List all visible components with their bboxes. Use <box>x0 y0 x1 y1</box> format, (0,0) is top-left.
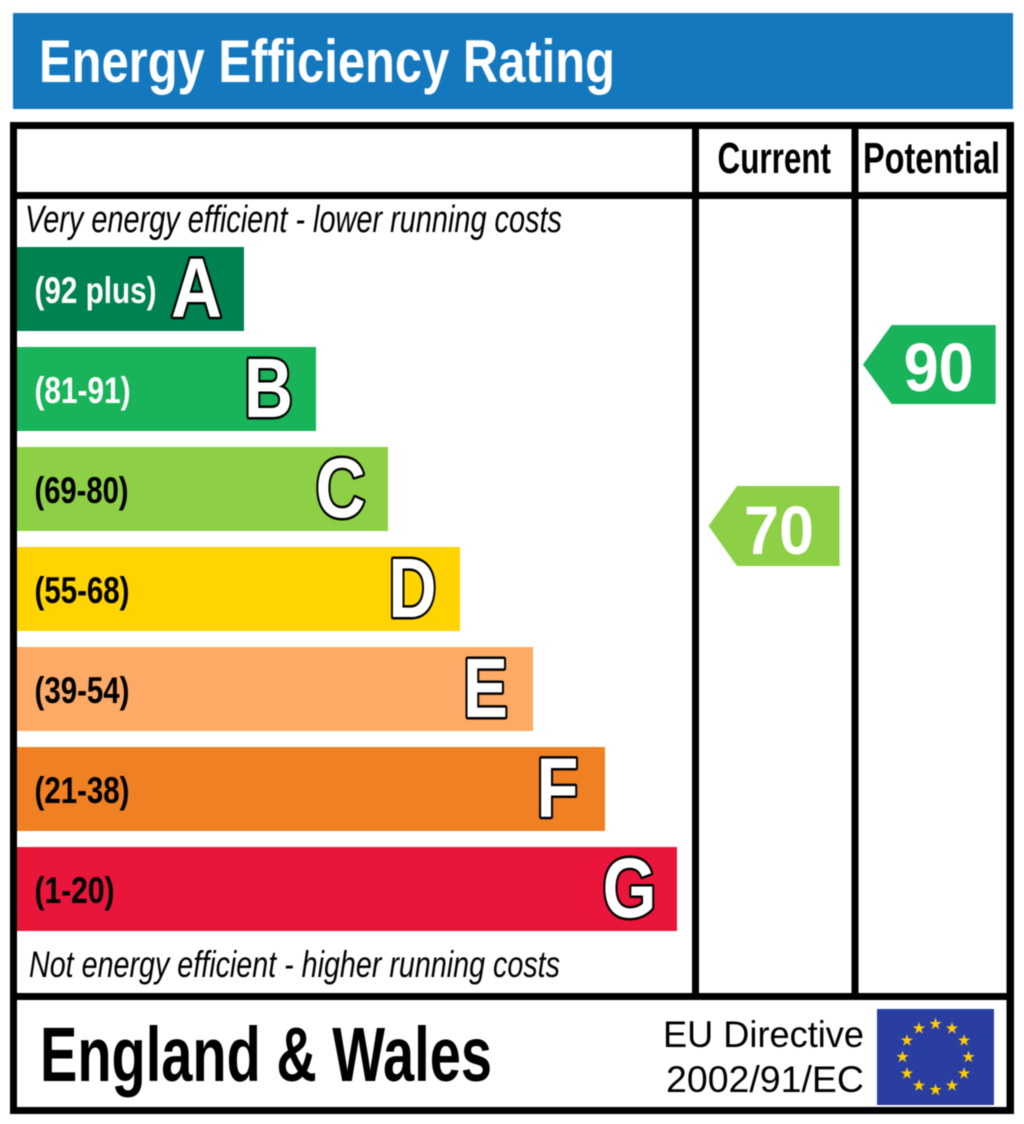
svg-text:Potential: Potential <box>863 135 1000 183</box>
svg-text:EU Directive: EU Directive <box>663 1014 864 1055</box>
svg-text:E: E <box>463 641 508 735</box>
svg-text:90: 90 <box>904 329 974 406</box>
svg-text:70: 70 <box>744 492 814 569</box>
svg-text:(81-91): (81-91) <box>35 370 131 411</box>
svg-text:B: B <box>244 341 293 435</box>
svg-text:England & Wales: England & Wales <box>40 1012 492 1098</box>
svg-text:(69-80): (69-80) <box>35 470 129 511</box>
svg-text:Energy Efficiency Rating: Energy Efficiency Rating <box>39 28 615 95</box>
svg-text:(1-20): (1-20) <box>35 870 115 911</box>
svg-text:Not energy efficient - higher: Not energy efficient - higher running co… <box>29 944 560 985</box>
svg-text:F: F <box>537 741 579 835</box>
svg-text:G: G <box>603 841 657 935</box>
svg-text:(21-38): (21-38) <box>35 770 130 811</box>
svg-text:C: C <box>316 441 366 535</box>
svg-text:(92 plus): (92 plus) <box>35 270 157 311</box>
svg-text:D: D <box>389 541 437 635</box>
svg-text:2002/91/EC: 2002/91/EC <box>666 1059 864 1100</box>
svg-text:(55-68): (55-68) <box>35 570 130 611</box>
svg-text:A: A <box>171 241 222 335</box>
svg-text:Current: Current <box>718 135 832 183</box>
svg-text:Very energy efficient - lower: Very energy efficient - lower running co… <box>25 199 562 241</box>
svg-text:(39-54): (39-54) <box>35 670 130 711</box>
